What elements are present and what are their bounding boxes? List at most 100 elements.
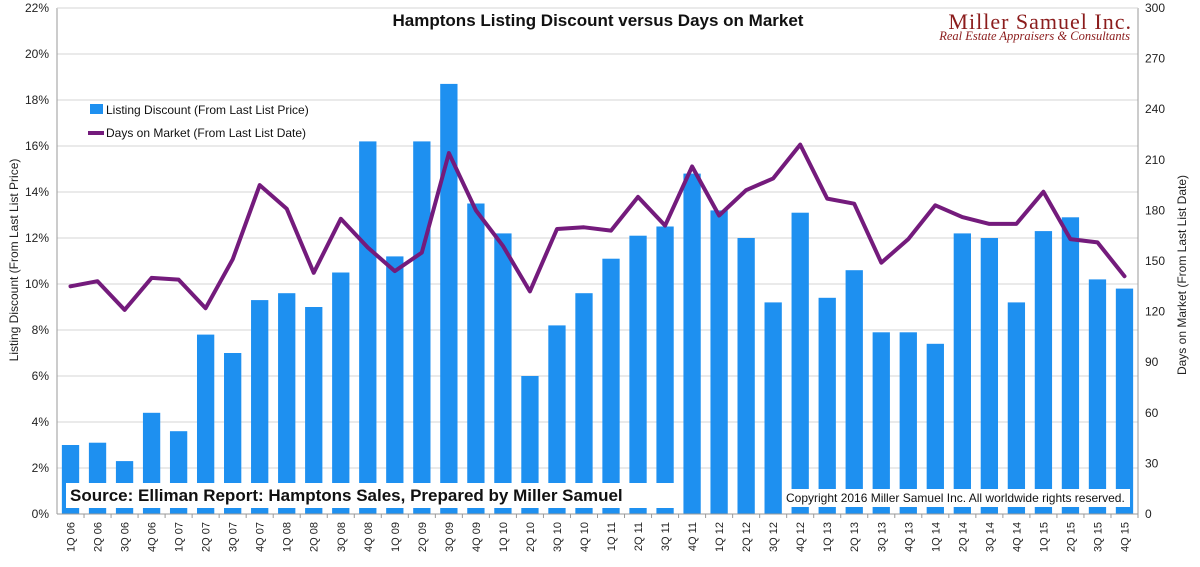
- bar: [494, 233, 512, 514]
- right-tick-label: 120: [1145, 305, 1165, 319]
- x-tick-label: 2Q 14: [957, 522, 969, 552]
- x-tick-label: 4Q 15: [1119, 522, 1131, 552]
- x-tick-label: 4Q 06: [147, 522, 159, 552]
- right-tick-label: 90: [1145, 355, 1159, 369]
- right-tick-label: 270: [1145, 52, 1165, 66]
- x-tick-label: 2Q 12: [741, 522, 753, 552]
- left-tick-label: 4%: [32, 415, 50, 429]
- branding-logo: Miller Samuel Inc. Real Estate Appraiser…: [938, 9, 1131, 43]
- source-note-box: Source: Elliman Report: Hamptons Sales, …: [66, 483, 681, 508]
- x-tick-label: 3Q 15: [1092, 522, 1104, 552]
- left-tick-label: 0%: [32, 507, 50, 521]
- bar: [737, 238, 755, 514]
- x-tick-label: 2Q 15: [1065, 522, 1077, 552]
- x-tick-label: 2Q 08: [309, 522, 321, 552]
- right-tick-label: 30: [1145, 456, 1159, 470]
- x-tick-label: 4Q 10: [579, 522, 591, 552]
- x-tick-label: 4Q 12: [795, 522, 807, 552]
- x-tick-label: 3Q 13: [876, 522, 888, 552]
- bar: [575, 293, 593, 514]
- x-tick-label: 1Q 11: [606, 522, 618, 551]
- bar: [1061, 217, 1080, 515]
- x-tick-label: 3Q 14: [984, 522, 996, 552]
- x-axis-ticks: 1Q 06 2Q 06 3Q 06 4Q 06 1Q 07 2Q 07 3Q 07 4Q 07…: [66, 514, 1139, 552]
- left-tick-label: 8%: [32, 323, 50, 337]
- left-axis-ticks: 0% 2% 4% 6% 8% 10% 12% 14% 16% 18% 20% 22%: [25, 1, 49, 521]
- right-tick-label: 180: [1145, 203, 1165, 217]
- left-tick-label: 18%: [25, 93, 49, 107]
- bar: [1034, 231, 1053, 514]
- x-tick-label: 1Q 15: [1038, 522, 1050, 552]
- right-axis-ticks: 0 30 60 90 120 150 180 210 240 270 300: [1145, 1, 1165, 521]
- bar: [845, 270, 863, 514]
- bar: [548, 325, 566, 514]
- bar: [1007, 302, 1026, 514]
- x-tick-label: 2Q 11: [633, 522, 645, 551]
- copyright-bg: [782, 489, 1130, 507]
- x-tick-label: 4Q 13: [903, 522, 915, 552]
- bar: [926, 343, 944, 514]
- x-tick-label: 1Q 10: [498, 522, 510, 552]
- bar: [467, 203, 485, 514]
- legend-label-days: Days on Market (From Last List Date): [106, 126, 306, 140]
- right-axis-label: Days on Market (From Last List Date): [1175, 175, 1189, 375]
- bar: [602, 258, 620, 514]
- x-tick-label: 2Q 10: [525, 522, 537, 552]
- x-tick-label: 2Q 13: [849, 522, 861, 552]
- bar: [1115, 288, 1134, 514]
- left-tick-label: 14%: [25, 185, 49, 199]
- bar: [818, 297, 836, 514]
- left-axis-label: Listing Discount (From Last List Price): [7, 159, 21, 362]
- bar: [791, 212, 809, 514]
- bar: [332, 272, 350, 514]
- copyright-note: Copyright 2016 Miller Samuel Inc. All wo…: [786, 491, 1125, 505]
- x-tick-label: 3Q 12: [768, 522, 780, 552]
- axes: [56, 7, 1139, 515]
- x-tick-label: 4Q 11: [687, 522, 699, 551]
- legend-label-discount: Listing Discount (From Last List Price): [106, 103, 309, 117]
- bar: [278, 293, 296, 514]
- x-tick-label: 1Q 09: [390, 522, 402, 552]
- bar: [305, 307, 323, 514]
- bar: [899, 332, 917, 514]
- bar: [386, 256, 404, 514]
- right-tick-label: 300: [1145, 1, 1165, 15]
- x-tick-label: 2Q 06: [93, 522, 105, 552]
- x-tick-label: 1Q 06: [66, 522, 78, 552]
- left-tick-label: 2%: [32, 461, 50, 475]
- bar: [251, 300, 269, 514]
- legend: Listing Discount (From Last List Price) …: [88, 103, 309, 140]
- x-tick-label: 3Q 11: [660, 522, 672, 551]
- x-tick-label: 2Q 09: [417, 522, 429, 552]
- bar: [872, 332, 890, 514]
- company-tagline: Real Estate Appraisers & Consultants: [938, 29, 1130, 43]
- chart-title: Hamptons Listing Discount versus Days on…: [393, 11, 804, 30]
- bar: [521, 376, 539, 514]
- x-tick-label: 1Q 07: [174, 522, 186, 552]
- bar: [656, 226, 674, 514]
- bar: [359, 141, 377, 514]
- right-tick-label: 0: [1145, 507, 1152, 521]
- right-tick-label: 150: [1145, 254, 1165, 268]
- left-tick-label: 16%: [25, 139, 49, 153]
- left-tick-label: 6%: [32, 369, 50, 383]
- x-tick-label: 3Q 07: [228, 522, 240, 552]
- x-tick-label: 1Q 14: [930, 522, 942, 552]
- bar: [683, 173, 701, 514]
- bar: [629, 235, 647, 514]
- bar: [764, 302, 782, 514]
- x-tick-label: 2Q 07: [201, 522, 213, 552]
- left-tick-label: 12%: [25, 231, 49, 245]
- x-tick-label: 1Q 13: [822, 522, 834, 552]
- x-tick-label: 4Q 09: [471, 522, 483, 552]
- x-tick-label: 3Q 10: [552, 522, 564, 552]
- right-tick-label: 60: [1145, 406, 1159, 420]
- bar: [953, 233, 971, 514]
- left-tick-label: 20%: [25, 47, 49, 61]
- x-tick-label: 4Q 14: [1011, 522, 1023, 552]
- bar: [224, 353, 242, 514]
- bar: [440, 83, 458, 515]
- bar: [980, 238, 999, 514]
- copyright-box: Copyright 2016 Miller Samuel Inc. All wo…: [782, 489, 1130, 507]
